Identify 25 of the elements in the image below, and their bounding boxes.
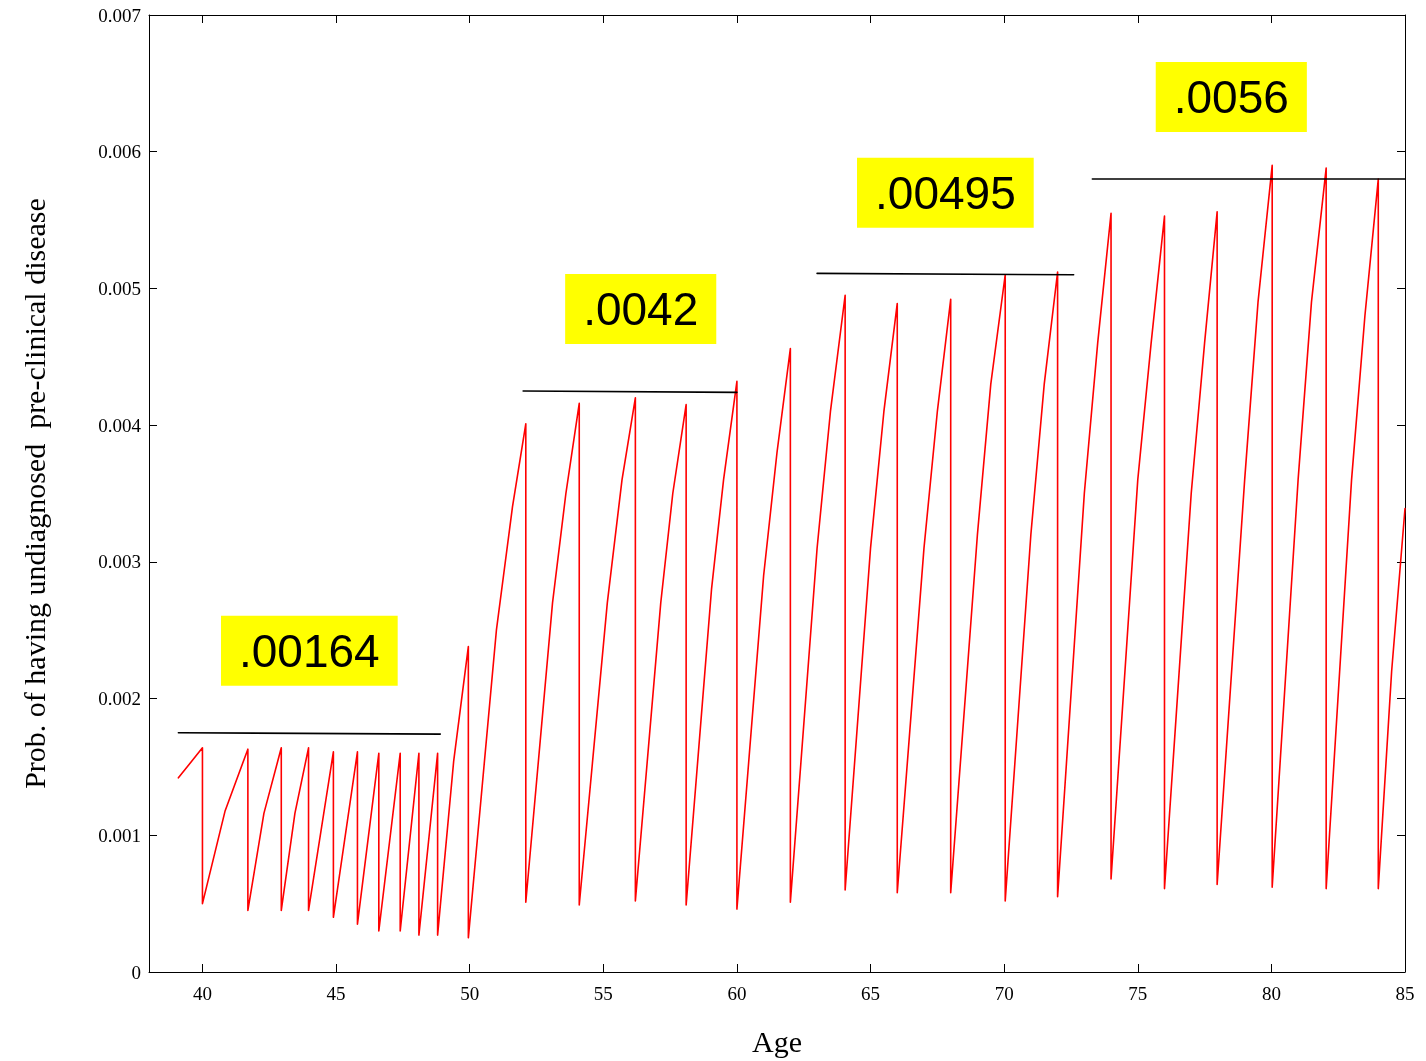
annotation: .0042	[583, 282, 699, 335]
y-tick-label: 0	[131, 961, 141, 983]
x-tick-label: 70	[994, 983, 1014, 1004]
y-tick-label: 0.002	[98, 688, 141, 710]
x-tick-label: 55	[593, 983, 613, 1004]
y-tick-label: 0.007	[98, 4, 141, 26]
annotation: .00164	[238, 624, 380, 677]
y-tick-label: 0.005	[98, 277, 141, 299]
line-series	[177, 164, 1406, 939]
y-tick-label: 0.001	[98, 824, 141, 846]
y-axis-title: Prob. of having undiagnosed pre-clinical disease	[17, 198, 51, 789]
x-axis-title: Age	[752, 1024, 802, 1058]
x-tick-label: 80	[1261, 983, 1281, 1004]
x-tick-label: 60	[727, 983, 747, 1004]
y-tick-label: 0.006	[98, 141, 141, 163]
annotation: .0056	[1173, 71, 1289, 124]
x-tick-label: 45	[326, 983, 346, 1004]
annotation: .00495	[875, 166, 1016, 219]
x-tick-label: 50	[460, 983, 480, 1004]
x-tick-label: 40	[192, 983, 212, 1004]
x-tick-label: 85	[1395, 983, 1415, 1004]
y-tick-label: 0.003	[98, 551, 141, 573]
x-tick-label: 65	[861, 983, 881, 1004]
y-tick-label: 0.004	[98, 414, 142, 436]
x-tick-label: 75	[1128, 983, 1148, 1004]
